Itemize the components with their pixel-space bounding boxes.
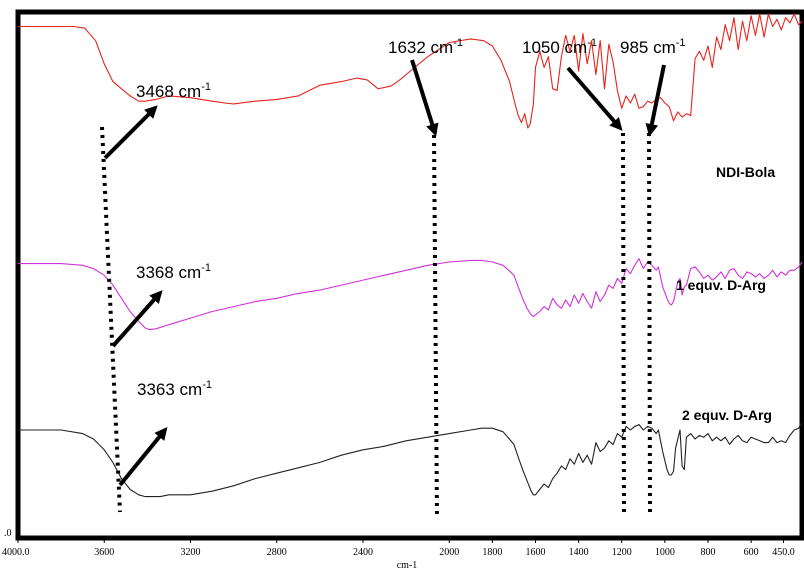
peak-arrow bbox=[118, 427, 168, 487]
x-tick-label: 1200 bbox=[612, 547, 632, 558]
series-label-1: NDI-Bola bbox=[716, 164, 775, 180]
peak-label: 1050 cm-1 bbox=[522, 37, 597, 57]
peak-guide-line bbox=[621, 132, 626, 515]
peak-label: 3368 cm-1 bbox=[136, 262, 211, 282]
series-line-3 bbox=[18, 422, 803, 498]
peak-guide-line bbox=[647, 132, 652, 515]
x-tick-label: 2800 bbox=[267, 547, 287, 558]
plot-frame bbox=[15, 9, 804, 541]
x-tick-label: 1800 bbox=[482, 547, 502, 558]
x-tick-label: 2400 bbox=[353, 547, 373, 558]
annotation-layer: 3468 cm-1 3368 cm-1 3363 cm-1 1632 cm-1 1050… bbox=[100, 37, 686, 519]
peak-arrow bbox=[103, 105, 158, 160]
peak-label: 985 cm-1 bbox=[620, 37, 686, 57]
label-layer: NDI-Bola 1 equv. D-Arg 2 equv. D-Arg bbox=[676, 164, 775, 423]
peak-label: 3468 cm-1 bbox=[136, 81, 211, 101]
x-tick-label: 450.0 bbox=[772, 547, 795, 558]
peak-guide-line bbox=[432, 134, 439, 519]
peak-arrow bbox=[645, 64, 666, 137]
series-label-3: 2 equv. D-Arg bbox=[682, 407, 772, 423]
x-tick-label: 800 bbox=[700, 547, 715, 558]
x-tick-label: 2000 bbox=[439, 547, 459, 558]
series-layer bbox=[18, 13, 803, 498]
peak-label: 1632 cm-1 bbox=[388, 37, 463, 57]
x-tick-label: 1400 bbox=[569, 547, 589, 558]
peak-arrow bbox=[566, 66, 623, 131]
series-line-2 bbox=[18, 258, 803, 331]
x-tick-label: 4000.0 bbox=[2, 547, 30, 558]
x-tick-label: 600 bbox=[744, 547, 759, 558]
x-tick-label: 3600 bbox=[94, 547, 114, 558]
axes: 4000.0 3600 3200 2800 2400 2000 1800 1600 1400 12… bbox=[2, 9, 804, 571]
peak-label: 3363 cm-1 bbox=[137, 379, 212, 399]
series-label-2: 1 equv. D-Arg bbox=[676, 277, 766, 293]
peak-arrow bbox=[410, 59, 439, 137]
series-line-1 bbox=[18, 13, 803, 129]
x-tick-label: 1000 bbox=[655, 547, 675, 558]
x-tick-label: 1600 bbox=[525, 547, 545, 558]
y-tick-label: .0 bbox=[4, 528, 12, 539]
x-tick-label: 3200 bbox=[180, 547, 200, 558]
peak-arrow bbox=[111, 290, 163, 348]
x-axis-label: cm-1 bbox=[397, 560, 418, 571]
peak-guide-line bbox=[100, 126, 122, 513]
